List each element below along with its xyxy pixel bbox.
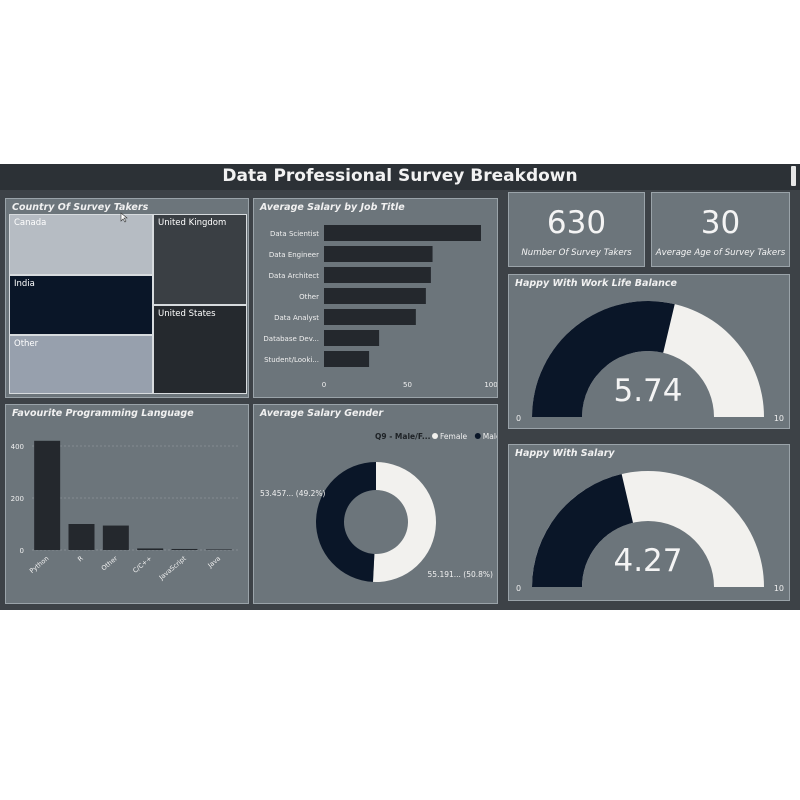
donut-legend-marker [432,433,438,439]
vbar-category-label: Other [100,554,120,572]
gauge-min-label: 0 [516,584,521,593]
language-title: Favourite Programming Language [12,408,194,419]
treemap-tile-other[interactable]: Other [9,335,153,394]
salary-by-title-panel: Average Salary by Job Title Data Scienti… [253,198,498,398]
dashboard-title: Data Professional Survey Breakdown [222,166,578,186]
scrollbar-thumb[interactable] [791,166,796,186]
hbar-category-label: Student/Looki... [264,356,319,364]
treemap-tile-united-states[interactable]: United States [153,305,247,394]
treemap-label-canada: Canada [14,218,47,228]
gauge-max-label: 10 [774,414,784,423]
gauge-value-label: 4.27 [613,543,682,579]
title-bar: Data Professional Survey Breakdown [0,164,800,190]
donut-slice-female [372,462,436,582]
vbar-category-label: Java [206,554,222,570]
vbar-bar-r [68,524,95,550]
gauge-max-label: 10 [774,584,784,593]
gauge-min-label: 0 [516,414,521,423]
treemap-label-other: Other [14,339,39,349]
hbar-category-label: Other [299,293,319,301]
kpi-survey-takers-card: 630 Number Of Survey Takers [508,192,645,267]
gender-chart: Q9 - Male/F... Female Male 53.457... (49.2%… [260,432,497,582]
donut-data-label-female: 55.191... (50.8%) [428,570,494,579]
hbar-bar-data-analyst [324,309,416,325]
gender-title: Average Salary Gender [260,408,384,419]
kpi-avg-age-card: 30 Average Age of Survey Takers [651,192,790,267]
hbar-category-label: Data Architect [269,272,320,280]
donut-slice-male [315,462,376,582]
vbar-bar-python [34,440,61,550]
treemap-label-india: India [14,279,35,289]
vbar-y-tick-label: 0 [20,547,24,555]
hbar-x-tick-label: 50 [403,381,412,389]
work-life-gauge-title: Happy With Work Life Balance [515,278,677,289]
treemap-tile-india[interactable]: India [9,275,153,335]
salary-gauge: 4.27 0 10 [516,471,784,593]
vbar-category-label: JavaScript [157,554,188,582]
cursor-icon [120,212,128,223]
work-life-gauge: 5.74 0 10 [516,301,784,423]
treemap-tile-united-kingdom[interactable]: United Kingdom [153,214,247,305]
kpi-survey-takers-value: 630 [546,205,607,241]
vbar-y-tick-label: 200 [11,495,24,503]
treemap-tile-canada[interactable]: Canada [9,214,153,275]
gauge-value-label: 5.74 [613,373,682,409]
donut-legend-title: Q9 - Male/F... [375,432,431,441]
hbar-x-tick-label: 100 [484,381,497,389]
hbar-category-label: Database Dev... [263,335,319,343]
salary-by-title-title: Average Salary by Job Title [260,202,405,213]
kpi-avg-age-value: 30 [700,205,741,241]
country-treemap-title: Country Of Survey Takers [12,202,149,213]
hbar-bar-data-scientist [324,225,481,241]
work-life-gauge-panel: Happy With Work Life Balance 5.74 0 10 [508,274,790,429]
hbar-category-label: Data Analyst [274,314,319,322]
hbar-category-label: Data Scientist [270,230,319,238]
language-panel: Favourite Programming Language 0 200 400 Py… [5,404,249,604]
kpi-avg-age-label: Average Age of Survey Takers [655,248,786,258]
gauge-value-fill [532,474,633,587]
kpi-survey-takers-label: Number Of Survey Takers [521,248,632,258]
donut-legend-marker [474,433,481,439]
gender-panel: Average Salary Gender Q9 - Male/F... Fema… [253,404,498,604]
language-chart: 0 200 400 Python R Other C/C++ JavaScript Java [11,440,238,582]
vbar-category-label: Python [28,554,50,575]
vbar-y-tick-label: 400 [11,443,24,451]
hbar-bar-data-architect [324,267,431,283]
dashboard: Data Professional Survey Breakdown Count… [0,164,800,610]
hbar-bar-database-dev [324,330,380,346]
hbar-bar-data-engineer [324,246,433,262]
country-treemap-panel: Country Of Survey Takers Canada India Ot… [5,198,249,398]
vbar-bar-javascript [171,548,198,550]
vbar-bar-java [205,549,232,550]
hbar-bar-other [324,288,426,304]
hbar-bar-student-looki [324,351,370,367]
vbar-category-label: R [76,554,85,563]
treemap-label-united-kingdom: United Kingdom [158,218,227,228]
gauge-value-fill [532,301,675,417]
hbar-category-label: Data Engineer [269,251,319,259]
vbar-category-label: C/C++ [131,554,153,574]
vbar-bar-c-c [137,548,164,550]
donut-legend-label: Female [440,432,468,441]
donut-legend-label: Male [483,432,497,441]
treemap-label-united-states: United States [158,309,216,319]
donut-data-label-male: 53.457... (49.2%) [260,489,326,498]
salary-gauge-panel: Happy With Salary 4.27 0 10 [508,444,790,601]
hbar-x-tick-label: 0 [322,381,326,389]
salary-by-title-chart: Data Scientist Data Engineer Data Architec… [263,225,497,389]
vbar-bar-other [102,525,129,550]
salary-gauge-title: Happy With Salary [515,448,615,459]
